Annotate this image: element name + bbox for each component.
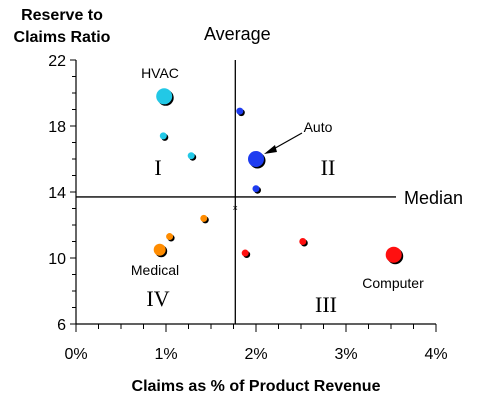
quadrant-label-i: I (154, 155, 161, 180)
data-point-body (166, 233, 174, 241)
x-tick-label: 0% (64, 346, 87, 363)
data-point-computer (385, 246, 404, 265)
data-point-body (200, 214, 208, 222)
x-tick-label: 1% (154, 346, 177, 363)
data-point-body (299, 238, 307, 245)
data-point-body (156, 88, 173, 105)
average-label: Average (204, 24, 271, 44)
data-point-hvac (156, 88, 174, 106)
y-tick-label: 10 (48, 251, 66, 268)
data-point-body (385, 246, 402, 263)
point-label-auto: Auto (304, 119, 333, 135)
x-tick-label: 2% (244, 346, 267, 363)
y-axis-title-line-1: Reserve to (21, 7, 103, 24)
data-point (236, 107, 245, 117)
data-point-body (241, 249, 249, 257)
data-point (166, 233, 175, 242)
quadrant-label-iii: III (315, 292, 337, 317)
x-tick-label: 3% (334, 346, 357, 363)
data-point (252, 185, 261, 194)
data-point (241, 249, 251, 259)
point-label-computer: Computer (362, 275, 424, 291)
point-label-medical: Medical (131, 262, 179, 278)
x-axis-title: Claims as % of Product Revenue (132, 378, 381, 395)
data-points (153, 88, 404, 265)
y-tick-label: 6 (57, 317, 66, 334)
data-point-body (236, 107, 244, 115)
y-axis-title-line-2: Claims Ratio (14, 29, 111, 46)
data-point (187, 152, 197, 161)
y-tick-label: 18 (48, 119, 66, 136)
data-point-body (248, 151, 264, 167)
data-point-medical (153, 243, 168, 258)
point-label-hvac: HVAC (141, 65, 179, 81)
quadrant-label-ii: II (321, 155, 336, 180)
quadrant-label-iv: IV (146, 286, 169, 311)
data-point (299, 238, 308, 247)
y-tick-label: 22 (48, 53, 66, 70)
y-tick-label: 14 (48, 185, 66, 202)
data-point (200, 214, 209, 224)
data-point-body (252, 185, 260, 193)
data-point (159, 132, 169, 141)
data-point-body (187, 152, 195, 160)
auto-arrow-head (264, 145, 277, 154)
x-tick-label: 4% (424, 346, 447, 363)
median-label: Median (404, 188, 463, 208)
data-point-auto (248, 151, 266, 169)
data-point-body (153, 243, 166, 256)
data-point-body (159, 132, 167, 140)
